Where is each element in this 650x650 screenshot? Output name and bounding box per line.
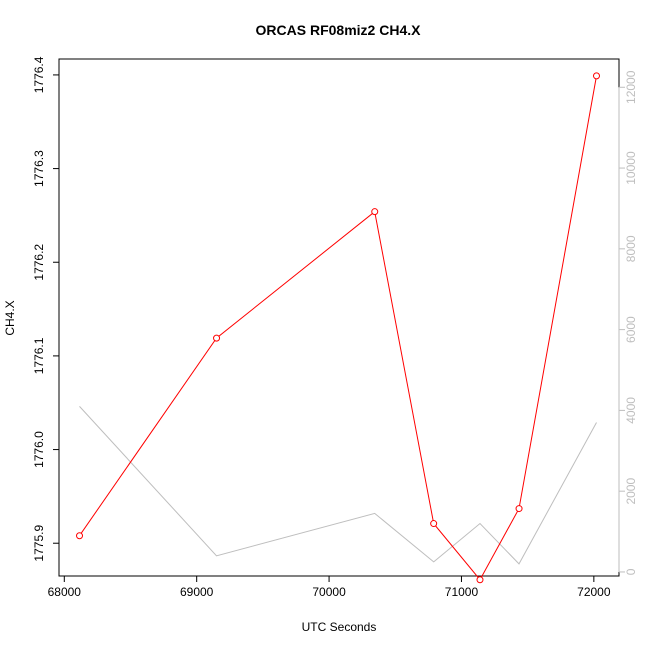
y2-tick-label: 10000	[624, 151, 638, 185]
y-tick-label: 1776.2	[32, 244, 46, 281]
data-point	[213, 334, 221, 342]
y2-tick-label: 6000	[624, 316, 638, 343]
data-point	[592, 72, 600, 80]
chart-title: ORCAS RF08miz2 CH4.X	[256, 22, 422, 38]
data-point	[76, 532, 84, 540]
x-tick-label: 70000	[312, 585, 346, 599]
data-point	[515, 505, 523, 513]
y-axis: 1775.9 1776.0 1776.1 1776.2 1776.3 1776.4	[32, 56, 60, 562]
y-tick-label: 1776.1	[32, 337, 46, 374]
x-tick-label: 72000	[577, 585, 611, 599]
y2-tick-label: 8000	[624, 235, 638, 262]
series-line-right	[79, 406, 597, 565]
y-tick-label: 1775.9	[32, 525, 46, 562]
y-tick-label: 1776.4	[32, 56, 46, 93]
data-point	[476, 576, 484, 584]
y-axis-label: CH4.X	[3, 300, 17, 335]
plot-area	[58, 58, 620, 577]
x-tick-label: 69000	[180, 585, 214, 599]
x-tick-label: 71000	[445, 585, 479, 599]
y2-axis: 0 2000 4000 6000 8000 10000 12000	[618, 70, 638, 575]
series-layer	[76, 72, 600, 584]
data-point	[371, 208, 379, 216]
y2-tick-label: 2000	[624, 478, 638, 505]
y-tick-label: 1776.0	[32, 431, 46, 468]
data-point	[430, 520, 438, 528]
x-axis: 68000 69000 70000 71000 72000	[48, 575, 611, 599]
y2-tick-label: 12000	[624, 70, 638, 104]
y-tick-label: 1776.3	[32, 150, 46, 187]
x-tick-label: 68000	[48, 585, 82, 599]
y2-tick-label: 4000	[624, 397, 638, 424]
series-line-left	[79, 75, 597, 581]
x-axis-label: UTC Seconds	[302, 620, 377, 634]
y2-tick-label: 0	[624, 568, 638, 575]
